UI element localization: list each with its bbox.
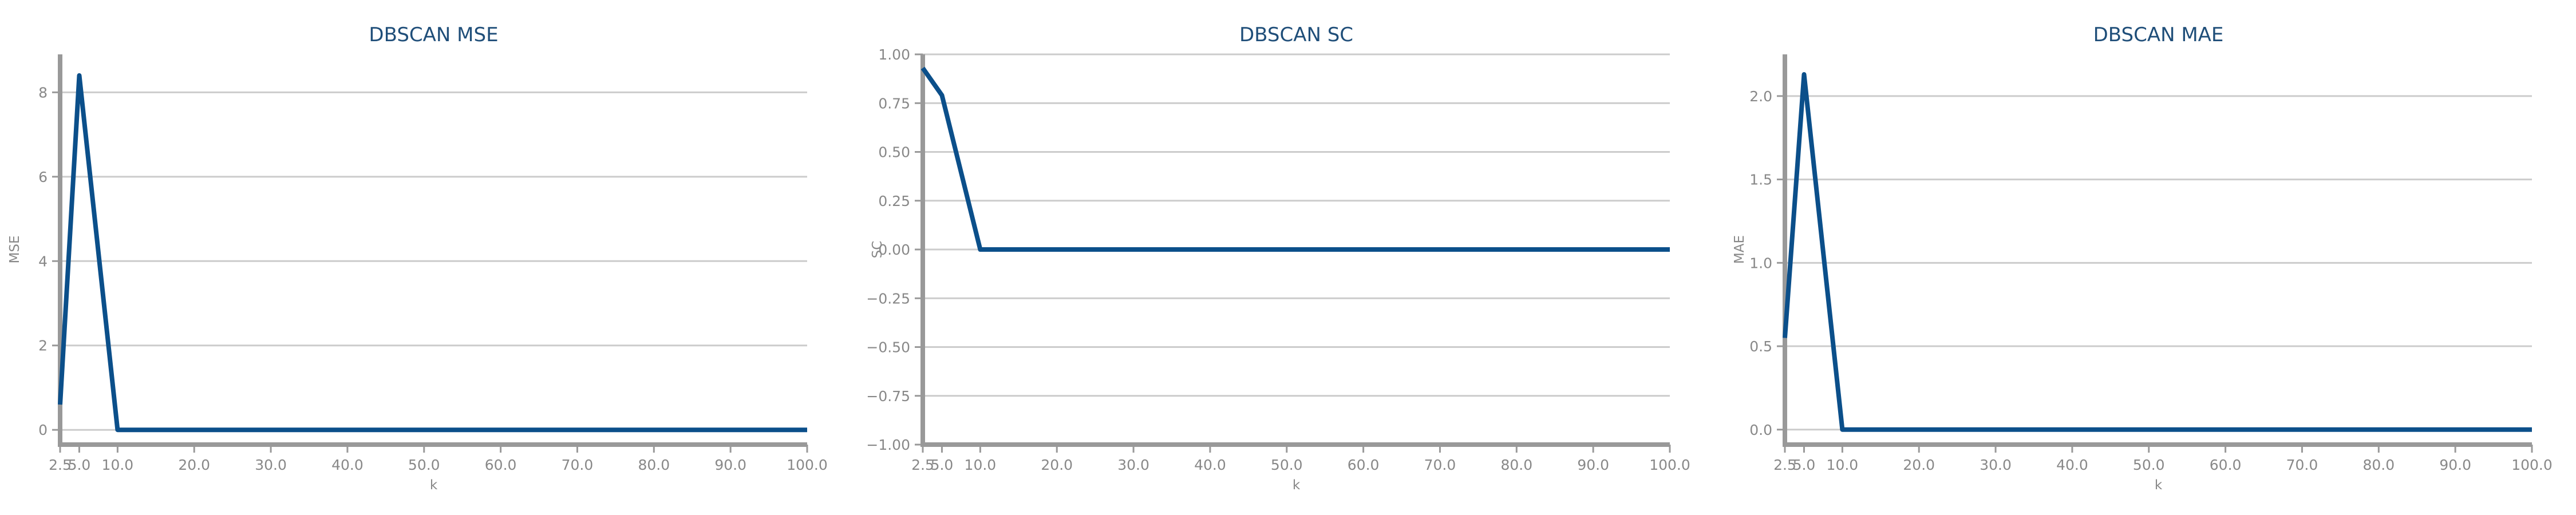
y-tick-label: 6 [38, 169, 48, 185]
x-tick-label: 5.0 [68, 457, 91, 473]
x-tick-label: 60.0 [1348, 457, 1380, 473]
y-tick-label: 0.00 [878, 241, 910, 258]
x-tick-label: 70.0 [2286, 457, 2318, 473]
y-tick-label: 8 [38, 84, 48, 101]
y-tick-label: −0.75 [866, 388, 910, 405]
x-tick-label: 2.5 [49, 457, 72, 473]
chart-3: 0.0 0.5 1.0 1.5 2.0 2.55.0 10.0 20.0 30.0 40.0 50.… [1732, 23, 2553, 493]
series-line-1 [58, 73, 807, 433]
series-line-1 [1783, 72, 2532, 432]
x-tick-label: 90.0 [714, 457, 746, 473]
y-tick-label: 0.25 [878, 193, 910, 209]
x-tick-label: 30.0 [1117, 457, 1149, 473]
chart-2: −1.00 −0.75 −0.50 −0.25 0.00 0.25 0.50 0.75 1.00… [866, 23, 1690, 493]
y-tick-label: 4 [38, 253, 48, 270]
x-tick-label: 20.0 [178, 457, 210, 473]
x-tick-label: 2.5 [911, 457, 934, 473]
x-tick-label: 60.0 [485, 457, 517, 473]
x-tick-label: 10.0 [965, 457, 997, 473]
x-tick-label: 90.0 [2439, 457, 2471, 473]
x-tick-label: 30.0 [255, 457, 287, 473]
series-line-1 [920, 66, 1670, 252]
x-tick-label: 50.0 [1271, 457, 1303, 473]
x-tick-label: 80.0 [1500, 457, 1532, 473]
y-tick-label: 1.00 [878, 46, 910, 63]
y-tick-label: 0.5 [1749, 338, 1772, 355]
x-tick-label: 100.0 [787, 457, 828, 473]
chart-title: DBSCAN MSE [369, 23, 498, 46]
x-tick-label: 10.0 [102, 457, 134, 473]
x-tick-label: 40.0 [2056, 457, 2088, 473]
x-tick-label: 60.0 [2210, 457, 2242, 473]
x-tick-label: 50.0 [408, 457, 440, 473]
x-tick-label: 5.0 [931, 457, 954, 473]
y-tick-label: 0 [38, 422, 48, 438]
x-axis-label: k [430, 478, 438, 493]
y-tick-label: 0.75 [878, 95, 910, 112]
y-tick-label: −1.00 [866, 437, 910, 453]
chart-1: 0 2 4 6 8 2.55.0 10.0 20.0 30.0 40.0 50.0 60.0 70.0 8… [7, 23, 828, 493]
x-tick-label: 50.0 [2133, 457, 2165, 473]
y-tick-label: 2 [38, 338, 48, 354]
x-tick-label: 80.0 [638, 457, 670, 473]
x-tick-label: 30.0 [1980, 457, 2012, 473]
x-tick-label: 40.0 [1194, 457, 1226, 473]
y-axis-label: SC [870, 241, 885, 259]
x-tick-label: 100.0 [2511, 457, 2553, 473]
x-tick-label: 2.5 [1773, 457, 1796, 473]
y-tick-label: 0.50 [878, 144, 910, 161]
x-axis-label: k [1293, 478, 1301, 493]
x-tick-label: 70.0 [562, 457, 594, 473]
y-tick-label: 2.0 [1749, 88, 1772, 105]
x-axis-label: k [2155, 478, 2163, 493]
y-tick-label: −0.50 [866, 339, 910, 356]
chart-title: DBSCAN SC [1239, 23, 1353, 46]
chart-title: DBSCAN MAE [2093, 23, 2224, 46]
y-tick-label: 1.0 [1749, 255, 1772, 271]
x-tick-label: 70.0 [1424, 457, 1456, 473]
x-tick-label: 100.0 [1649, 457, 1690, 473]
x-tick-label: 90.0 [1577, 457, 1609, 473]
y-tick-label: 1.5 [1749, 172, 1772, 188]
y-tick-label: −0.25 [866, 290, 910, 307]
x-tick-label: 10.0 [1827, 457, 1859, 473]
x-tick-label: 20.0 [1041, 457, 1073, 473]
x-tick-label: 5.0 [1793, 457, 1816, 473]
y-tick-label: 0.0 [1749, 422, 1772, 438]
y-axis-label: MAE [1732, 235, 1747, 264]
x-tick-label: 20.0 [1903, 457, 1935, 473]
x-tick-label: 80.0 [2362, 457, 2395, 473]
y-axis-label: MSE [7, 236, 22, 264]
x-tick-label: 40.0 [331, 457, 364, 473]
